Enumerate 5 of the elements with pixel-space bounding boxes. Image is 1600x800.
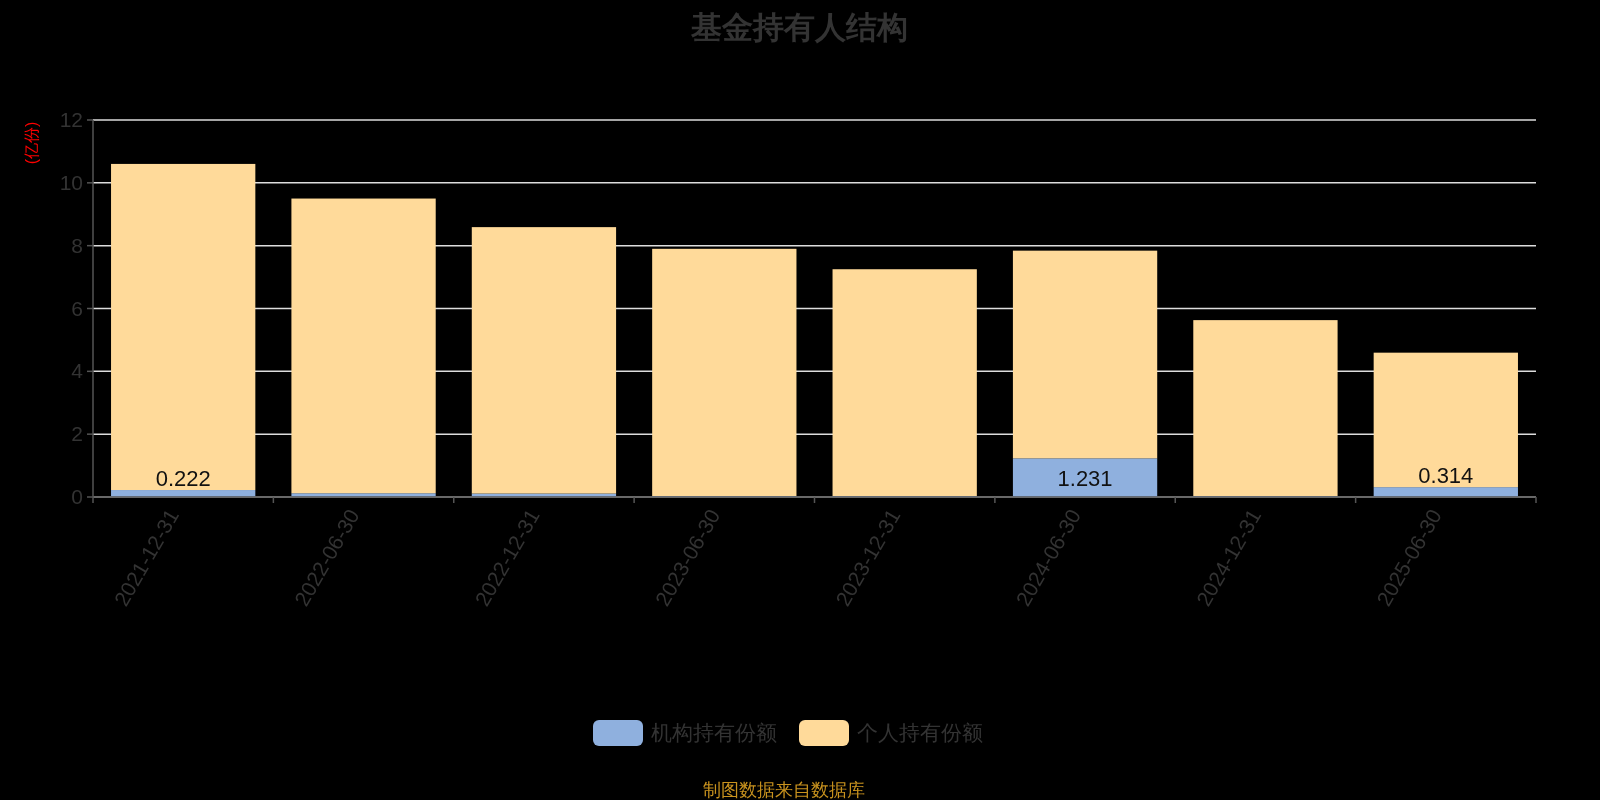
data-label: 0.314 (1418, 463, 1474, 489)
data-label: 0.222 (155, 466, 211, 492)
y-axis-title: (亿份) (23, 121, 40, 165)
text: 制图数据来自数据库 (703, 780, 865, 800)
data-label: 1.231 (1057, 465, 1113, 491)
